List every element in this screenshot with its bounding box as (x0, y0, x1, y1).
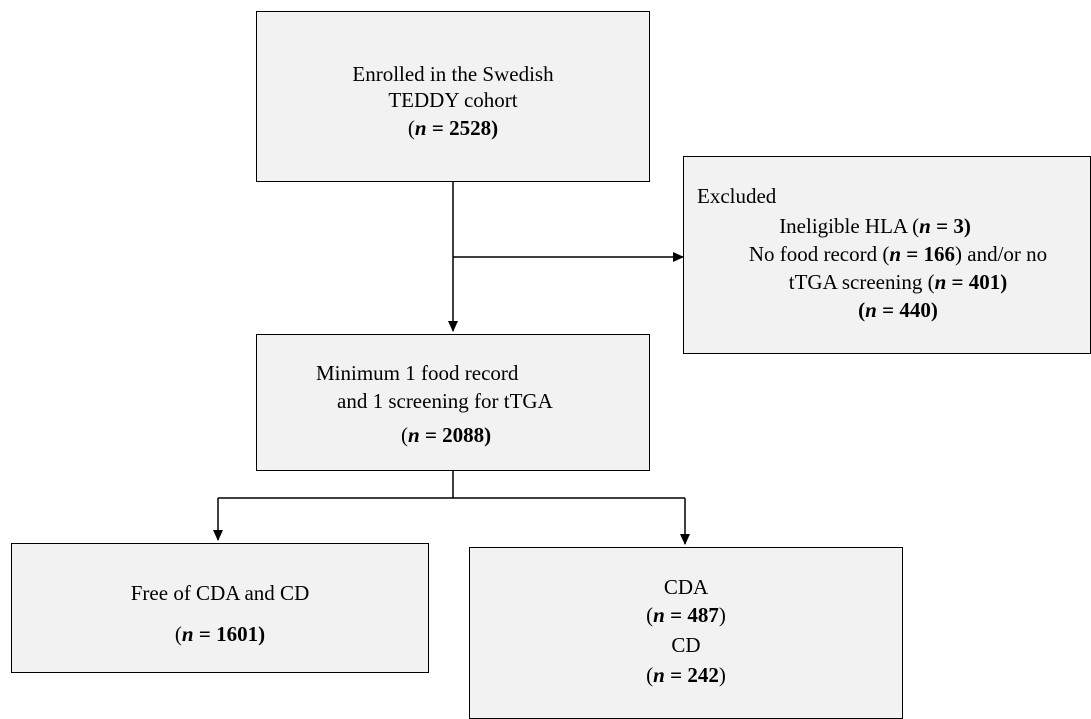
excluded-total-n: 440 (899, 298, 931, 322)
cd-label: CD (671, 633, 701, 657)
free-n-value: 1601 (216, 622, 259, 646)
minimum-line2: and 1 screening for tTGA (337, 389, 553, 413)
cda-n-value: 487 (687, 603, 719, 627)
excluded-ttga-text: tTGA screening ( (788, 270, 935, 294)
enrolled-count: (n = 2528) (407, 116, 499, 140)
excluded-food-text: No food record ( (748, 242, 890, 266)
enrolled-box (256, 11, 650, 182)
excluded-hla-n: 3 (953, 214, 964, 238)
enrolled-n-value: 2528 (449, 116, 492, 140)
excluded-food-tail: ) and/or no (955, 242, 1048, 266)
cda-label: CDA (663, 575, 709, 599)
free-line1: Free of CDA and CD (130, 581, 310, 605)
excluded-hla-text: Ineligible HLA ( (779, 214, 920, 238)
excluded-ttga: tTGA screening (n = 401) (788, 270, 1008, 294)
minimum-box (256, 334, 650, 471)
excluded-food: No food record (n = 166) and/or no (748, 242, 1048, 266)
free-box (11, 543, 429, 673)
excluded-hla: Ineligible HLA (n = 3) (779, 214, 971, 238)
minimum-line1: Minimum 1 food record (316, 361, 519, 385)
enrolled-line2: TEDDY cohort (388, 88, 518, 112)
excluded-food-n: 166 (923, 242, 956, 266)
minimum-count: (n = 2088) (401, 423, 492, 447)
excluded-ttga-n: 401 (968, 270, 1001, 294)
n-symbol: n (414, 116, 427, 140)
minimum-n-value: 2088 (442, 423, 485, 447)
cd-count: (n = 242) (646, 663, 726, 687)
cda-count: (n = 487) (646, 603, 726, 627)
excluded-box (683, 156, 1091, 354)
cd-n-value: 242 (687, 663, 719, 687)
excluded-total: (n = 440) (858, 298, 938, 322)
free-count: (n = 1601) (174, 622, 266, 646)
excluded-title: Excluded (697, 184, 777, 208)
enrolled-line1: Enrolled in the Swedish (352, 62, 554, 86)
